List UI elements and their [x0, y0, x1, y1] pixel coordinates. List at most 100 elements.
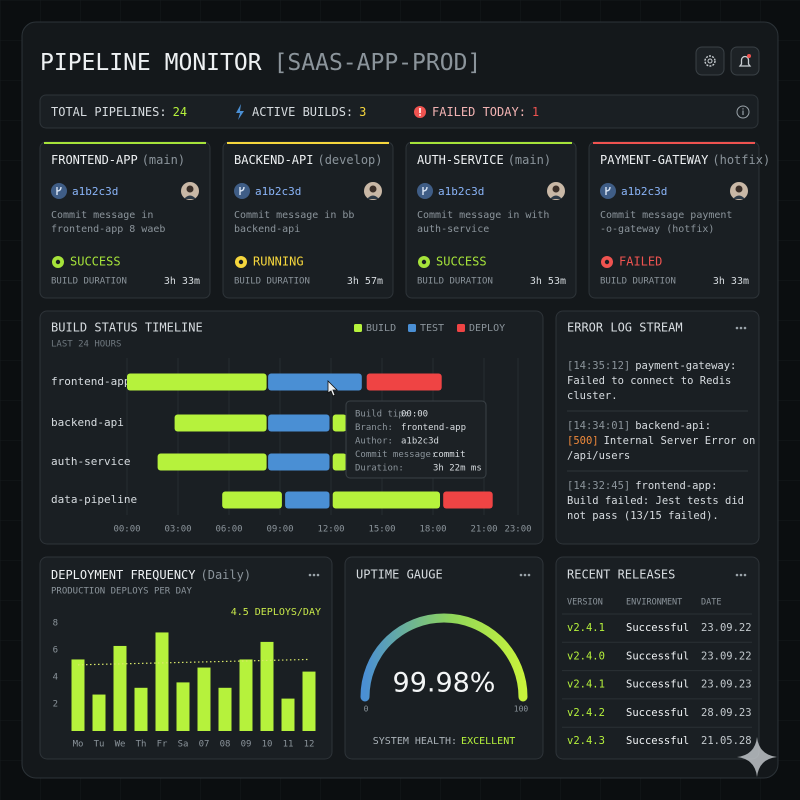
alerts-button[interactable]	[730, 46, 760, 76]
name: FRONTEND-APP	[51, 153, 138, 167]
table-cell: v2.4.0	[567, 650, 605, 662]
health-label: SYSTEM HEALTH:	[373, 736, 457, 747]
header-title: PIPELINE MONITOR [SAAS-APP-PROD]	[40, 50, 481, 76]
y-tick-label: 2	[53, 700, 58, 710]
timeline-bar	[222, 491, 282, 509]
x-tick-label: 09	[241, 740, 252, 750]
pipeline-name: BACKEND-API (develop)	[234, 153, 383, 167]
gauge-panel	[344, 556, 544, 760]
bar	[92, 694, 106, 731]
log-message: /api/users	[567, 450, 630, 462]
stats-bar	[39, 94, 759, 129]
table-cell: 23.09.23	[701, 679, 752, 691]
info-button[interactable]	[736, 105, 750, 119]
trend-line	[77, 658, 310, 666]
deployment-subtitle: PRODUCTION DEPLOYS PER DAY	[51, 587, 192, 597]
commit-glyph	[239, 186, 245, 195]
pipeline-name: FRONTEND-APP (main)	[51, 153, 185, 167]
pipeline-name: AUTH-SERVICE (main)	[417, 153, 551, 167]
table-cell: 23.09.22	[701, 622, 752, 634]
more-buttons[interactable]	[308, 326, 747, 577]
x-tick-label: We	[115, 740, 126, 750]
table-cell: 21.05.28	[701, 735, 752, 747]
x-tick-label: 12:00	[317, 525, 344, 535]
legend-swatch	[457, 324, 465, 332]
duration: 3h 33m	[713, 276, 749, 287]
stat: TOTAL PIPELINES: 24	[51, 105, 187, 119]
deployment-title: DEPLOYMENT FREQUENCY (Daily)	[51, 568, 251, 582]
duration: 3h 57m	[347, 276, 383, 287]
commit-message: Commit message in	[51, 210, 153, 221]
bar	[218, 687, 232, 731]
timeline-bar	[268, 453, 330, 471]
tooltip-value: 3h 22m ms	[433, 464, 482, 474]
status-icon-core	[238, 259, 244, 265]
health-value: EXCELLENT	[461, 736, 515, 747]
timeline-subtitle: LAST 24 HOURS	[51, 340, 121, 350]
stat-label: TOTAL PIPELINES:	[51, 105, 167, 119]
x-tick-label: 12	[304, 740, 315, 750]
avatar-body	[733, 195, 745, 199]
sparkle	[737, 737, 777, 777]
tooltip-label: Duration:	[355, 464, 404, 474]
status: FAILED	[619, 255, 662, 269]
timeline-title: BUILD STATUS TIMELINE	[51, 321, 203, 335]
branch: (main)	[508, 153, 551, 167]
settings-button[interactable]	[695, 46, 725, 76]
stat: ACTIVE BUILDS: 3	[252, 105, 366, 119]
y-tick-label: 6	[53, 646, 58, 656]
table-cell: v2.4.2	[567, 707, 605, 719]
commit-message: Commit message payment	[600, 210, 732, 221]
commit-hash: a1b2c3d	[255, 185, 301, 198]
tooltip-label: Commit message:	[355, 450, 436, 460]
status-icon-core	[55, 259, 61, 265]
tooltip	[345, 400, 487, 479]
name: BACKEND-API	[234, 153, 313, 167]
avatar-head	[369, 185, 377, 193]
timeline-bar	[332, 414, 347, 432]
releases-title: RECENT RELEASES	[567, 568, 675, 582]
x-tick-label: Tu	[94, 740, 105, 750]
name: AUTH-SERVICE	[417, 153, 504, 167]
log-source: payment-gateway:	[635, 360, 736, 372]
stat-label: FAILED TODAY:	[432, 105, 526, 119]
y-tick-label: 4	[53, 673, 58, 683]
title: DEPLOYMENT FREQUENCY	[51, 568, 196, 582]
x-tick-label: 15:00	[368, 525, 395, 535]
log-source: frontend-app:	[635, 480, 717, 492]
avatar-body	[367, 195, 379, 199]
x-tick-label: Fr	[157, 740, 168, 750]
title: PIPELINE MONITOR	[40, 50, 262, 76]
bar	[239, 659, 253, 731]
timeline-bar	[268, 414, 330, 432]
timeline-bar	[174, 414, 267, 432]
x-tick-label: 21:00	[470, 525, 497, 535]
tooltip-value: frontend-app	[401, 423, 466, 433]
tooltip-value: commit	[433, 450, 466, 460]
legend-label: TEST	[420, 323, 444, 334]
x-tick-label: 11	[283, 740, 294, 750]
x-tick-label: Mo	[73, 740, 84, 750]
stat-value: 3	[359, 105, 366, 119]
commit-message: -o-gateway (hotfix)	[600, 224, 714, 235]
tooltip-value: a1b2c3d	[401, 437, 439, 447]
status: RUNNING	[253, 255, 304, 269]
x-tick-label: 09:00	[266, 525, 293, 535]
failed-icon	[414, 106, 426, 118]
bar	[176, 682, 190, 731]
row-label: data-pipeline	[51, 493, 137, 506]
timeline-bar	[332, 453, 347, 471]
gauge-value-label: 99.98%	[393, 668, 496, 699]
x-tick-label: 07	[199, 740, 210, 750]
name: PAYMENT-GATEWAY	[600, 153, 709, 167]
duration: 3h 33m	[164, 276, 200, 287]
gauge-min: 0	[364, 705, 369, 714]
row-label: auth-service	[51, 455, 130, 468]
bar	[113, 645, 127, 731]
commit-glyph	[605, 186, 611, 195]
tooltip-label: Author:	[355, 437, 393, 447]
legend-swatch	[354, 324, 362, 332]
log-message: Failed to connect to Redis	[567, 375, 731, 387]
bar	[302, 671, 316, 731]
